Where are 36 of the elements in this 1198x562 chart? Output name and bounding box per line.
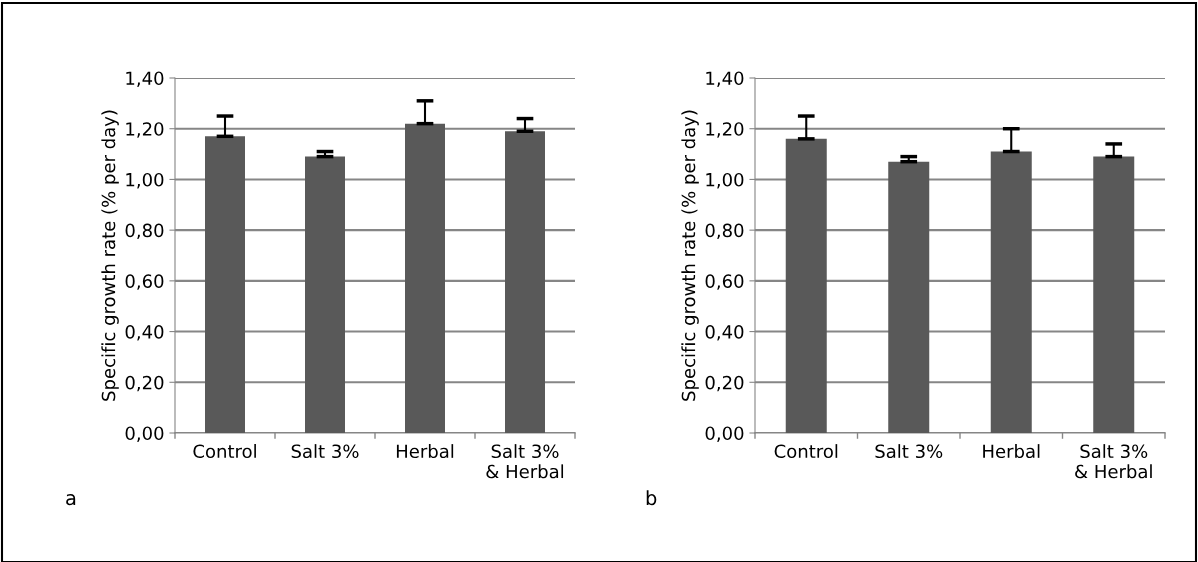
y-tick-label: 0,40 <box>705 325 744 341</box>
y-tick-label: 1,20 <box>126 122 164 138</box>
bar <box>505 131 545 433</box>
y-axis-title: Specific growth rate (% per day) <box>101 110 119 401</box>
y-tick-label: 0,60 <box>125 274 164 290</box>
y-tick-label: 1,40 <box>706 71 744 87</box>
bar <box>305 156 345 433</box>
bar <box>990 151 1032 433</box>
x-tick-label: Salt 3% & Herbal <box>1075 444 1152 479</box>
text: a <box>66 494 76 506</box>
y-tick-label: 0,20 <box>705 375 744 392</box>
x-tick-label: Salt 3% <box>875 444 943 459</box>
text: b <box>646 490 657 506</box>
bar <box>1093 156 1135 433</box>
y-tick-label: 1,00 <box>126 172 164 189</box>
y-tick-label: 1,20 <box>706 122 744 138</box>
x-tick-label: Control <box>774 444 838 459</box>
bar <box>888 161 930 433</box>
y-tick-label: 0,60 <box>705 274 744 290</box>
x-tick-label: Control <box>193 444 256 459</box>
bar <box>205 136 245 433</box>
bar <box>405 123 445 433</box>
y-tick-label: 0,40 <box>125 325 164 341</box>
x-tick-label: Salt 3% & Herbal <box>486 444 564 479</box>
x-tick-label: Herbal <box>396 444 454 459</box>
y-tick-label: 0,20 <box>125 375 164 392</box>
y-tick-label: 0,00 <box>125 426 164 442</box>
y-tick-label: 0,80 <box>125 223 164 240</box>
y-axis-title: Specific growth rate (% per day) <box>681 110 699 401</box>
x-tick-label: Salt 3% <box>291 444 359 459</box>
y-tick-label: 1,40 <box>126 71 164 87</box>
x-tick-label: Herbal <box>983 444 1040 459</box>
y-tick-label: 1,00 <box>706 172 744 189</box>
y-tick-label: 0,00 <box>705 426 744 442</box>
bar <box>785 138 827 433</box>
y-tick-label: 0,80 <box>705 223 744 240</box>
